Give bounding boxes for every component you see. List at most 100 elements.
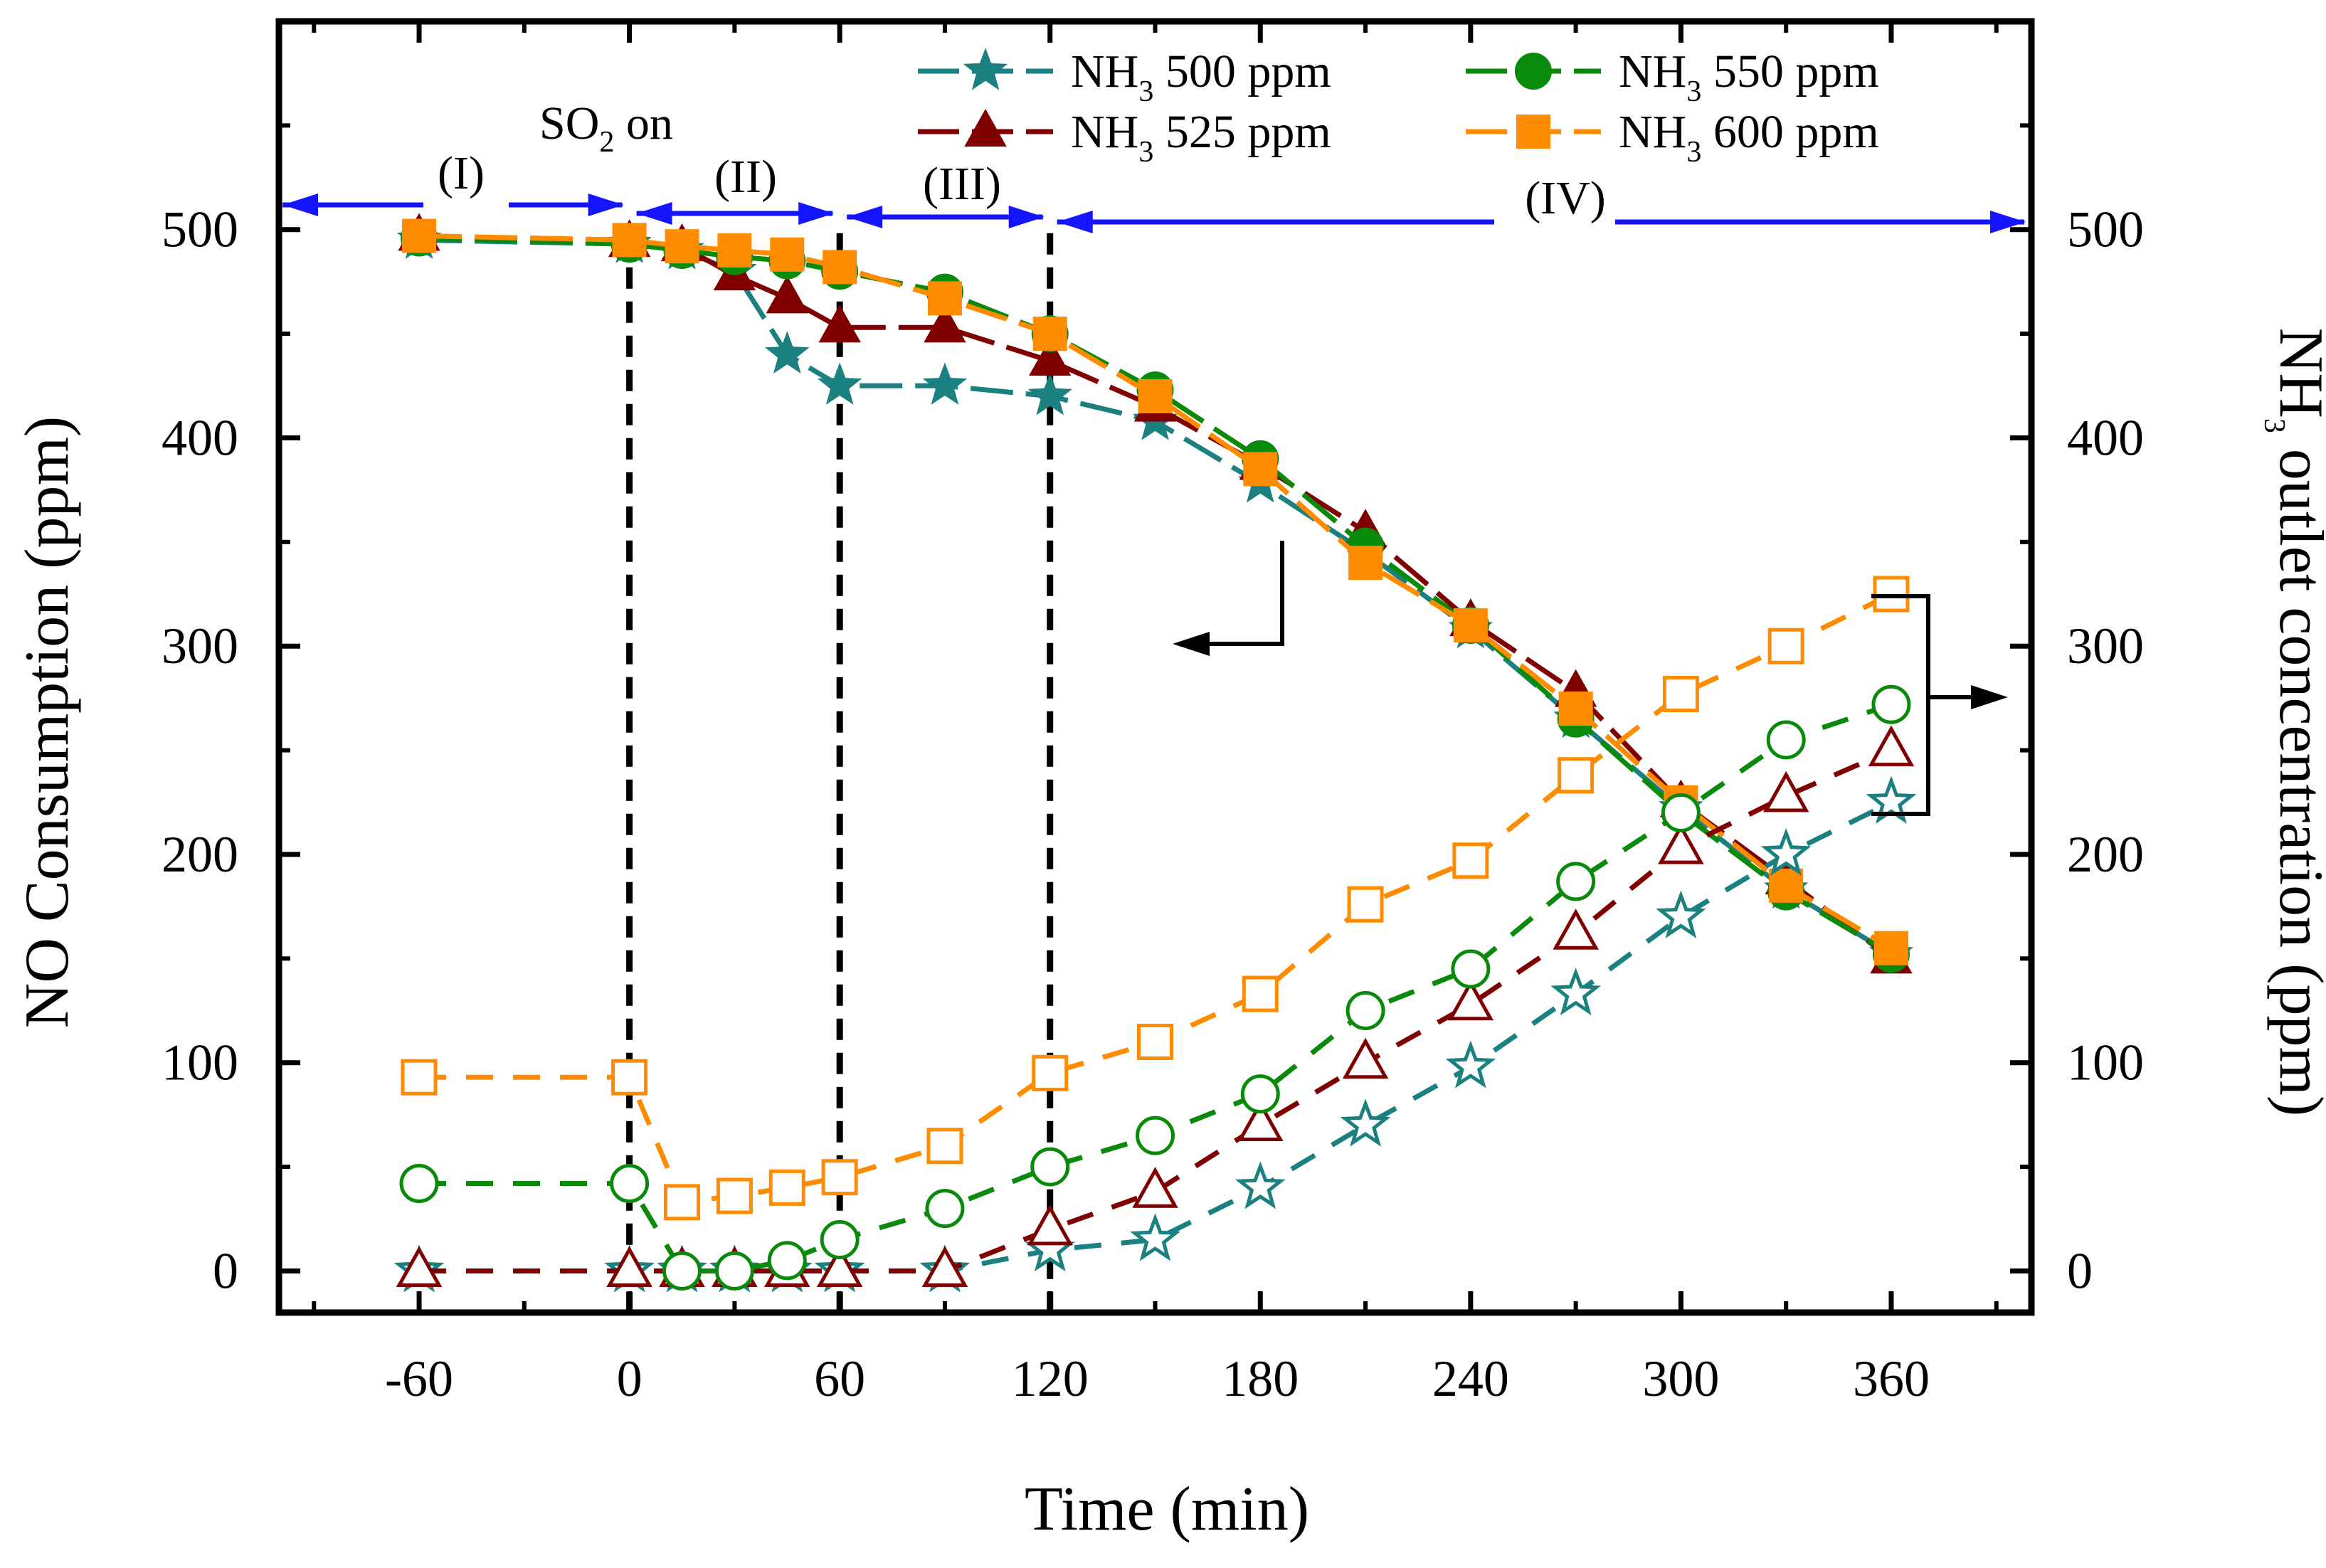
series-5-point-10 (1342, 1037, 1389, 1079)
y-tick-label-left-1: 100 (162, 1034, 238, 1091)
series-1-point-7 (1029, 338, 1072, 376)
series-layer (393, 213, 1917, 1293)
y-tick-label-right-3: 300 (2067, 618, 2144, 674)
x-axis-title: Time (min) (1025, 1475, 1309, 1544)
series-6-point-7 (1030, 1147, 1070, 1187)
legend-label-2: NH3 550 ppm (1619, 46, 1879, 108)
series-5-point-11 (1447, 979, 1494, 1021)
phase-ii-arrowhead-left (636, 202, 672, 225)
x-tick-label-2: 60 (814, 1350, 865, 1407)
legend-entry-3: NH3 600 ppm (1466, 106, 1879, 169)
series-1-point-6 (924, 304, 966, 343)
legend-entry-0: NH3 500 ppm (918, 46, 1331, 108)
phase-iv-arrowhead-right (1990, 211, 2026, 233)
series-5-point-9 (1237, 1100, 1284, 1142)
series-3-point-4 (770, 237, 805, 272)
x-tick-label-0: -60 (385, 1350, 453, 1407)
y-tick-label-left-4: 400 (162, 409, 238, 466)
series-5-point-7 (1027, 1204, 1073, 1246)
x-tick-label-6: 300 (1642, 1350, 1719, 1407)
series-5-point-14 (1762, 770, 1809, 812)
series-6 (399, 684, 1911, 1291)
y-tick-label-left-2: 200 (162, 826, 238, 883)
series-4-point-11 (1445, 1040, 1496, 1088)
series-7-point-10 (1347, 886, 1384, 923)
y-axis-title-right: NH3 outlet concentration (ppm) (2258, 328, 2326, 1116)
y-tick-label-left-3: 300 (162, 618, 238, 674)
series-3-point-11 (1453, 608, 1488, 642)
series-6-point-4 (767, 1241, 807, 1281)
legend-marker-1 (964, 108, 1007, 147)
series-0-point-6 (922, 362, 968, 405)
series-6-point-1 (610, 1164, 650, 1203)
phase-iv-arrowhead-left (1057, 211, 1093, 233)
series-7-point-9 (1242, 975, 1279, 1012)
x-tick-label-1: 0 (617, 1350, 643, 1407)
x-tick-label-7: 360 (1853, 1350, 1930, 1407)
legend-marker-0 (963, 48, 1008, 90)
left-axis-pointer-line (1210, 541, 1284, 646)
series-7-point-0 (401, 1059, 438, 1096)
series-4-point-15 (1866, 775, 1917, 824)
y-tick-label-right-0: 0 (2067, 1242, 2093, 1299)
phase-label-1: (II) (714, 151, 777, 203)
series-7-point-4 (768, 1169, 805, 1206)
series-0-point-5 (817, 362, 862, 405)
series-3-point-2 (665, 229, 699, 264)
series-3-point-5 (823, 250, 857, 285)
series-5-point-5 (816, 1246, 863, 1287)
series-7-point-14 (1767, 627, 1804, 664)
y-tick-label-right-2: 200 (2067, 826, 2144, 883)
series-0-point-7 (1027, 373, 1073, 415)
series-4-point-9 (1235, 1161, 1286, 1209)
series-line-3 (418, 233, 1893, 950)
series-3-point-3 (717, 233, 752, 268)
phase-dividers (626, 233, 1054, 1313)
phase-iii-arrowhead-right (1008, 206, 1045, 228)
series-6-point-10 (1346, 991, 1385, 1031)
series-5-point-13 (1658, 823, 1704, 864)
series-6-point-15 (1871, 684, 1911, 724)
phase-i-arrowhead-right (588, 194, 624, 216)
series-6-point-2 (662, 1251, 702, 1291)
series-7-point-5 (821, 1159, 858, 1196)
series-4-point-10 (1340, 1098, 1391, 1147)
series-3-point-10 (1348, 546, 1383, 581)
y-axis-title-left: NO Consumption (ppm) (13, 416, 82, 1028)
series-6-point-8 (1136, 1116, 1175, 1155)
series-3-point-12 (1558, 692, 1593, 726)
phase-label-0: (I) (438, 147, 485, 199)
series-3-point-8 (1138, 378, 1173, 413)
series-line-7 (419, 591, 1893, 1205)
series-line-2 (418, 235, 1893, 957)
series-3-point-14 (1769, 868, 1804, 903)
legend-marker-2 (1515, 53, 1552, 90)
series-6-point-11 (1451, 949, 1491, 989)
series-3-point-0 (402, 218, 437, 253)
series-7 (401, 576, 1910, 1221)
series-4-point-12 (1550, 967, 1602, 1016)
series-7-point-8 (1137, 1023, 1173, 1060)
series-6-point-12 (1556, 862, 1596, 901)
legend-label-1: NH3 525 ppm (1071, 106, 1331, 169)
legend-label-0: NH3 500 ppm (1071, 46, 1331, 108)
series-6-point-5 (820, 1220, 860, 1260)
series-7-point-12 (1558, 757, 1595, 794)
x-tick-label-3: 120 (1012, 1350, 1089, 1407)
phase-iii-arrowhead-left (847, 206, 883, 228)
series-3-point-15 (1873, 931, 1908, 965)
legend-label-3: NH3 600 ppm (1619, 106, 1879, 169)
series-7-point-13 (1662, 676, 1699, 713)
y-tick-label-right-1: 100 (2067, 1034, 2144, 1091)
y-tick-label-left-0: 0 (213, 1242, 238, 1299)
series-4-point-13 (1656, 890, 1706, 938)
series-1-point-5 (818, 304, 861, 343)
series-3 (402, 218, 1908, 965)
annotations: (I) (II) (III) (IV) SO2 on (282, 97, 2026, 816)
right-axis-bracket (1871, 594, 1930, 816)
x-tick-label-5: 240 (1432, 1350, 1509, 1407)
right-axis-pointer-head (1971, 685, 2008, 709)
series-3-point-6 (927, 281, 962, 316)
